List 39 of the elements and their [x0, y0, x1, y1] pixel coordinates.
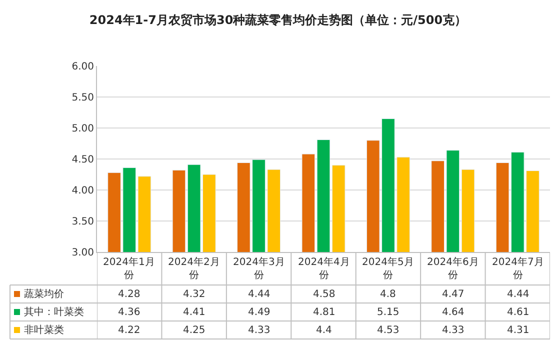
data-label: 4.25 — [183, 325, 206, 336]
y-tick-label: 5.00 — [72, 124, 94, 134]
data-label: 4.31 — [507, 325, 530, 336]
data-label: 4.33 — [442, 325, 464, 336]
data-label: 4.33 — [248, 325, 270, 336]
x-tick-label: 2024年3月份 — [233, 256, 285, 281]
data-label: 4.44 — [248, 289, 270, 300]
data-label: 5.15 — [377, 307, 400, 318]
y-tick-label: 3.00 — [72, 248, 94, 258]
data-label: 4.22 — [118, 325, 140, 336]
data-label: 4.49 — [248, 307, 270, 318]
y-tick-label: 4.50 — [72, 154, 94, 166]
data-label: 4.61 — [507, 307, 530, 318]
y-tick-label: 5.50 — [72, 92, 94, 104]
legend-label: 非叶菜类 — [24, 324, 64, 336]
data-label: 4.58 — [313, 289, 336, 300]
y-tick-label: 3.50 — [72, 216, 94, 228]
data-label: 4.64 — [442, 307, 464, 318]
data-label: 4.4 — [316, 325, 332, 336]
legend-label: 其中：叶菜类 — [24, 306, 84, 318]
y-tick-label: 4.00 — [72, 186, 94, 196]
x-tick-label: 2024年6月份 — [427, 256, 479, 281]
data-label: 4.81 — [313, 307, 336, 318]
data-label: 4.41 — [183, 307, 206, 318]
x-tick-label: 2024年7月份 — [492, 256, 544, 281]
data-label: 4.32 — [183, 289, 206, 300]
chart-title: 2024年1-7月农贸市场30种蔬菜零售均价走势图（单位：元/500克） — [89, 12, 467, 27]
x-tick-label: 2024年2月份 — [168, 256, 220, 281]
x-tick-label: 2024年5月份 — [362, 256, 414, 281]
data-label: 4.28 — [118, 289, 140, 300]
data-label: 4.47 — [442, 289, 464, 300]
data-label: 4.36 — [118, 307, 140, 318]
y-tick-label: 6.00 — [72, 62, 94, 72]
data-label: 4.53 — [377, 325, 400, 336]
data-label: 4.8 — [380, 289, 396, 300]
data-label: 4.44 — [507, 289, 530, 300]
legend-label: 蔬菜均价 — [24, 288, 64, 300]
x-tick-label: 2024年1月份 — [103, 256, 155, 281]
x-tick-label: 2024年4月份 — [298, 256, 350, 281]
